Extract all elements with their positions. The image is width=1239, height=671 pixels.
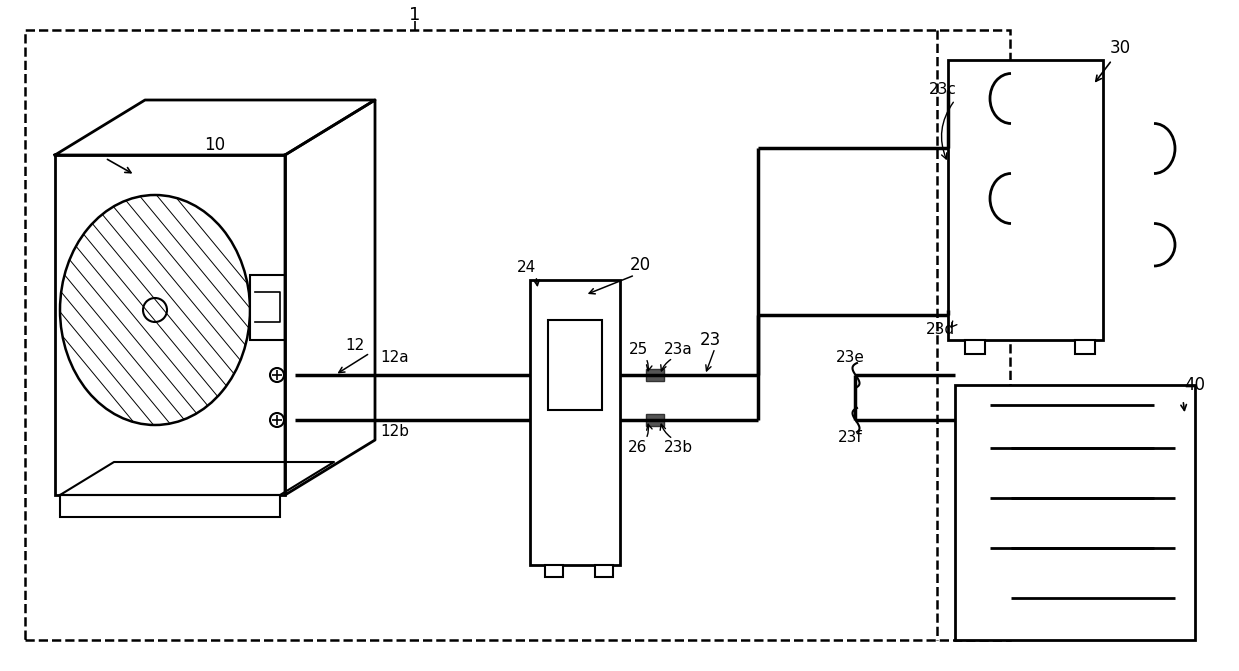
Text: 12: 12 [346, 338, 364, 352]
Text: 20: 20 [629, 256, 650, 274]
Text: 25: 25 [628, 342, 648, 358]
Circle shape [270, 413, 284, 427]
Bar [530, 280, 620, 565]
Text: 23: 23 [699, 331, 721, 349]
Bar [250, 275, 285, 340]
Text: 26: 26 [628, 440, 648, 454]
Bar [545, 565, 563, 577]
Bar [25, 30, 1010, 640]
Bar [55, 155, 285, 495]
Text: 1: 1 [409, 6, 421, 24]
Text: 23d: 23d [926, 323, 954, 338]
Text: 24: 24 [517, 260, 535, 276]
Bar [965, 340, 985, 354]
Text: 23c: 23c [929, 83, 957, 97]
Bar [646, 414, 664, 426]
Bar [59, 495, 280, 517]
Text: 23f: 23f [838, 429, 862, 444]
Text: 23a: 23a [664, 342, 693, 358]
Text: 12a: 12a [380, 350, 409, 366]
Bar [955, 385, 1194, 640]
Text: 23e: 23e [835, 350, 865, 366]
Text: 12b: 12b [380, 425, 410, 440]
Bar [548, 320, 602, 410]
Circle shape [270, 368, 284, 382]
Bar [1075, 340, 1095, 354]
Text: 23b: 23b [663, 440, 693, 454]
Bar [595, 565, 613, 577]
Text: 30: 30 [1109, 39, 1130, 57]
Text: 10: 10 [204, 136, 225, 154]
Bar [646, 369, 664, 381]
Text: 40: 40 [1184, 376, 1206, 394]
Bar [948, 60, 1103, 340]
